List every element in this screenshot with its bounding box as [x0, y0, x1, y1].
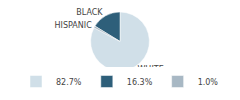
- svg-text:82.7%: 82.7%: [56, 78, 82, 87]
- svg-text:BLACK: BLACK: [76, 8, 103, 17]
- svg-text:1.0%: 1.0%: [198, 78, 219, 87]
- svg-text:HISPANIC: HISPANIC: [55, 21, 93, 30]
- svg-text:16.3%: 16.3%: [127, 78, 153, 87]
